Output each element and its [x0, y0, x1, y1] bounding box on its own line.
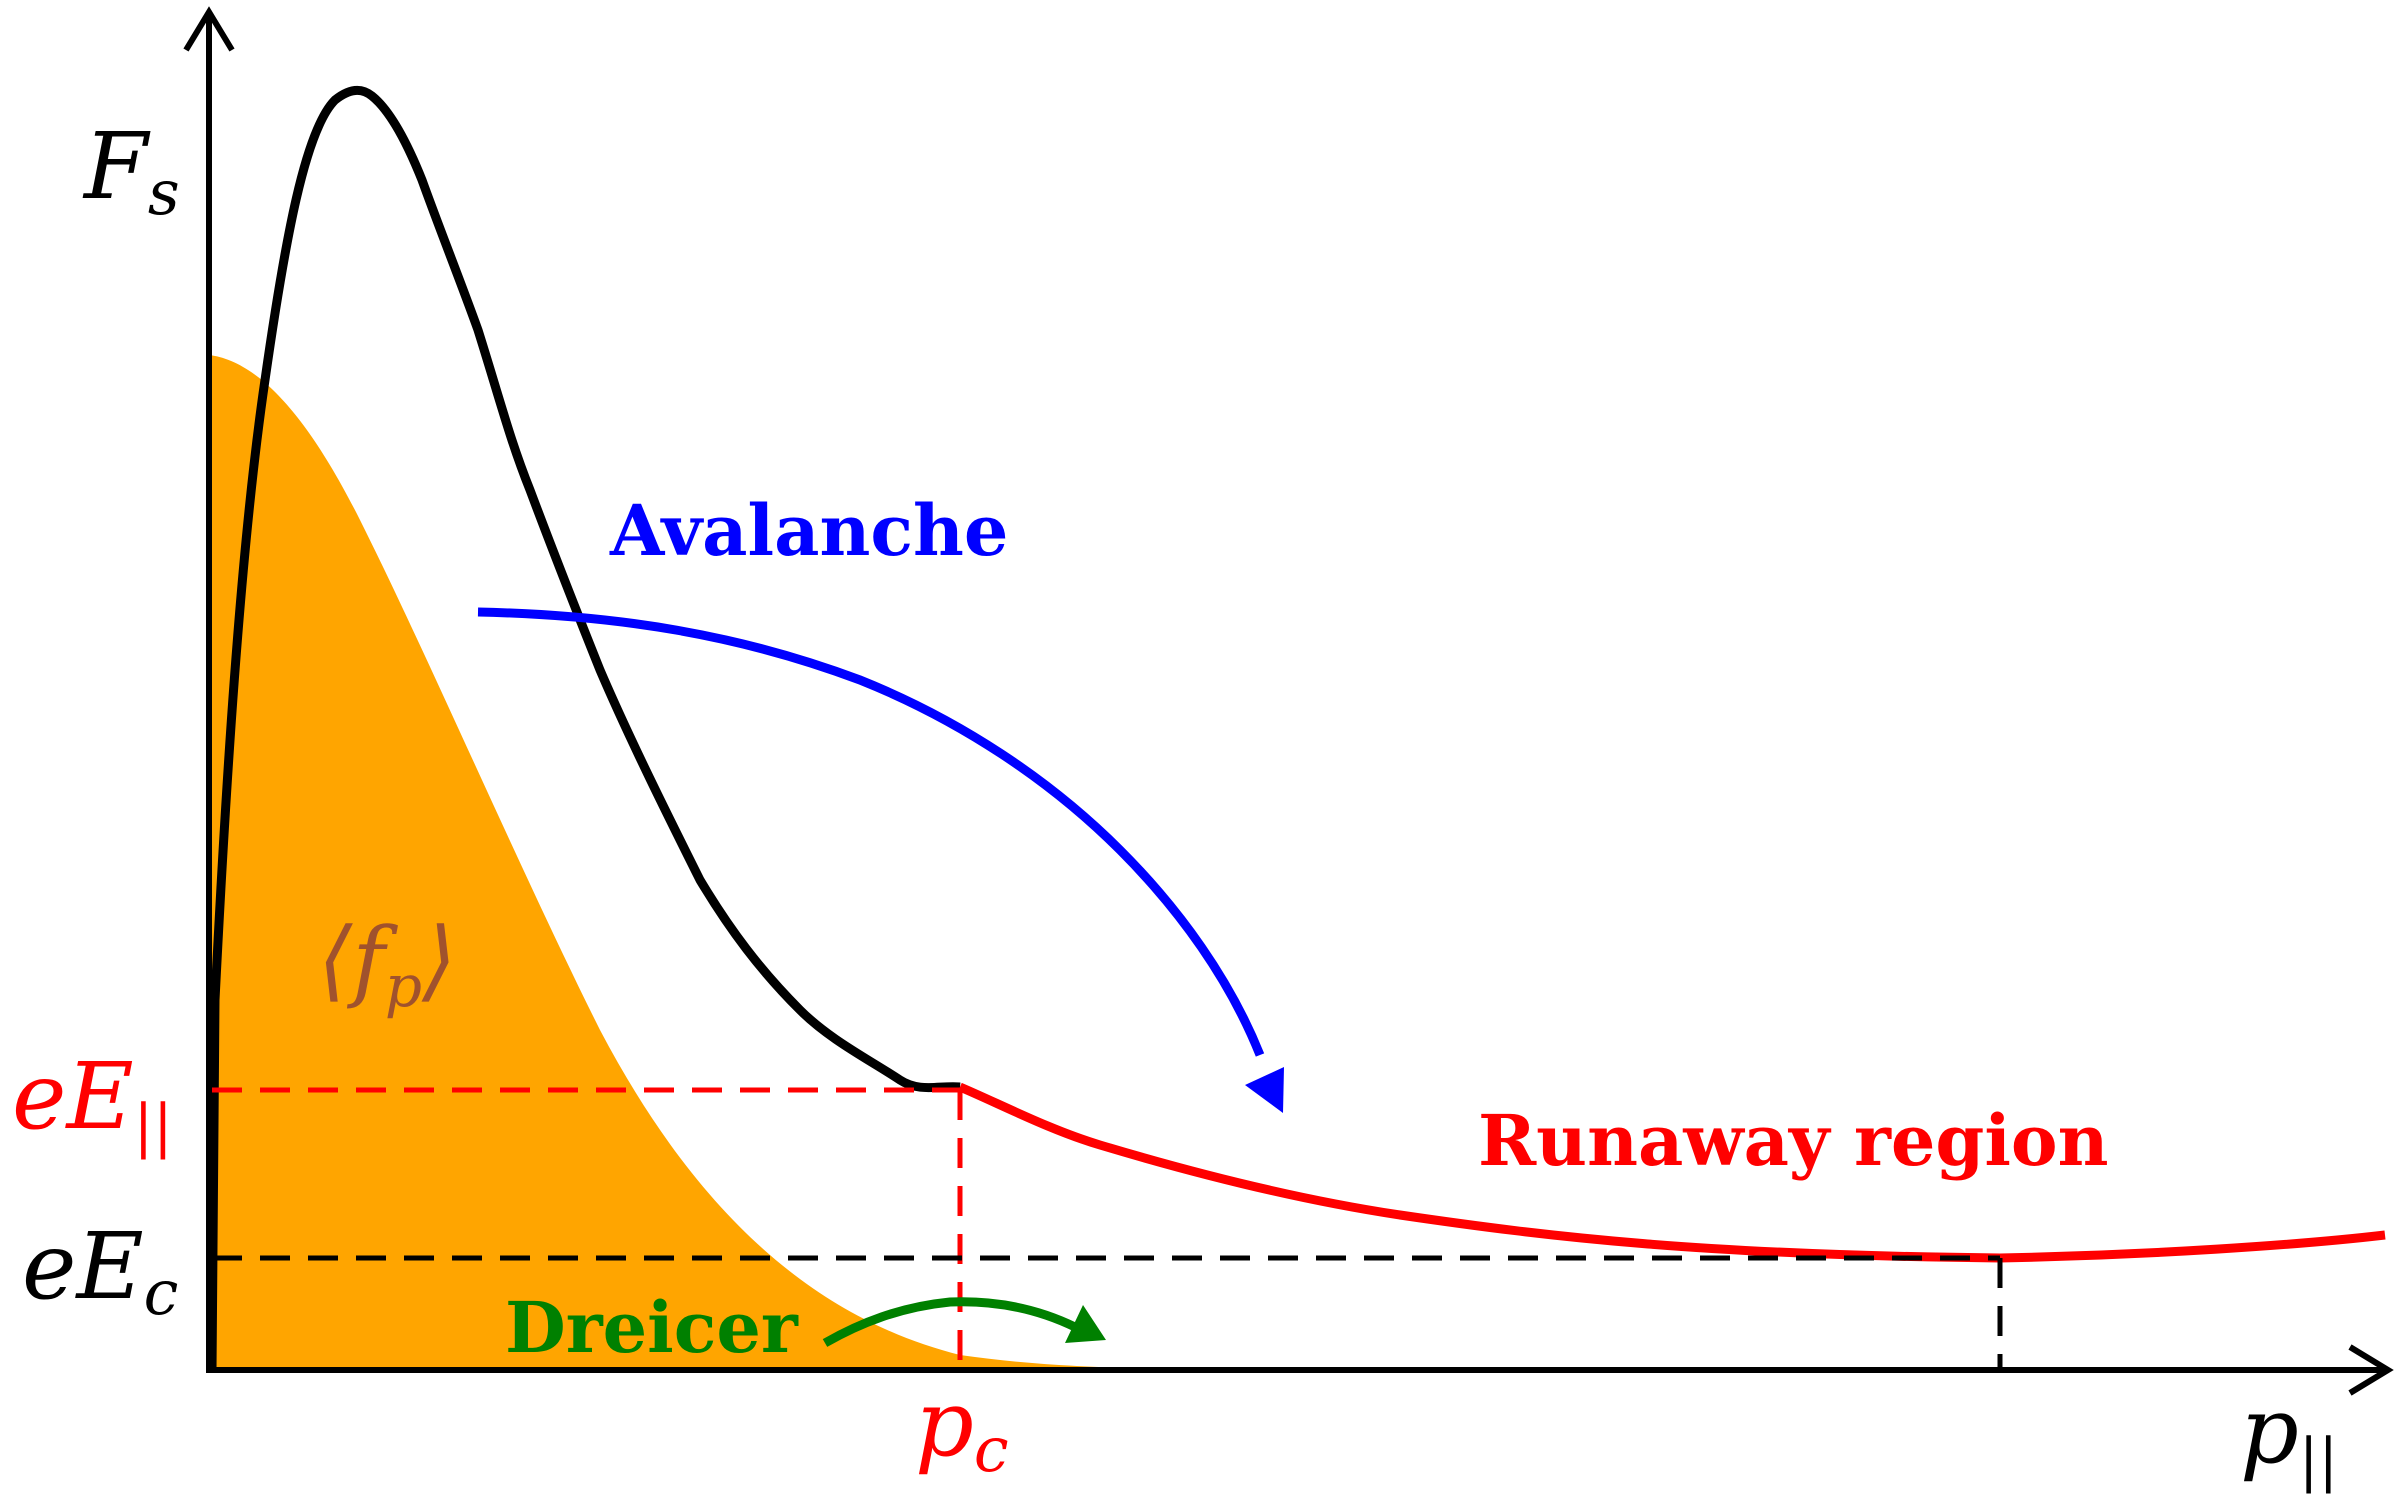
pc-label: pc: [915, 1370, 1009, 1486]
eE-parallel-label: eE||: [12, 1043, 173, 1160]
dreicer-label: Dreicer: [505, 1286, 799, 1369]
runaway-curve: [958, 1082, 2386, 1263]
friction-curve: [207, 86, 961, 1371]
dreicer-arrowhead: [1065, 1305, 1106, 1343]
avalanche-label: Avalanche: [609, 489, 1008, 572]
eEc-label: eEc: [22, 1213, 178, 1329]
y-axis-arrowhead: [183, 6, 235, 52]
runaway-region-label: Runaway region: [1478, 1099, 2109, 1182]
x-axis-arrowhead: [2348, 1344, 2394, 1396]
dreicer-arrow: [822, 1297, 1077, 1347]
x-axis-label: p||: [2240, 1377, 2338, 1494]
avalanche-arrow: [477, 607, 1265, 1057]
avalanche-arrowhead: [1245, 1067, 1284, 1113]
distribution-area: [209, 355, 1300, 1370]
y-axis-label: Fs: [82, 113, 180, 229]
